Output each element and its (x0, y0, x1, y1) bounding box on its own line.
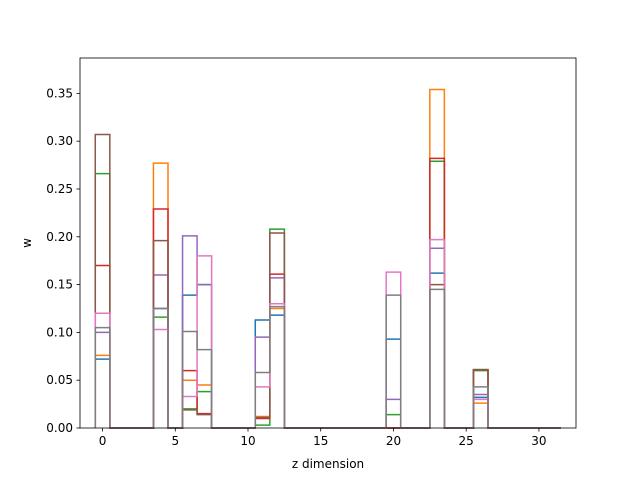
y-tick-label: 0.30 (46, 134, 73, 148)
x-tick-label: 10 (240, 434, 255, 448)
x-tick-label: 25 (459, 434, 474, 448)
y-tick-label: 0.20 (46, 230, 73, 244)
x-axis-label: z dimension (292, 457, 364, 471)
y-tick-label: 0.05 (46, 373, 73, 387)
x-tick-label: 5 (171, 434, 179, 448)
y-tick-label: 0.15 (46, 278, 73, 292)
y-tick-label: 0.00 (46, 421, 73, 435)
plot-frame (79, 57, 577, 429)
x-tick-label: 15 (313, 434, 328, 448)
x-tick-label: 0 (99, 434, 107, 448)
y-tick-label: 0.35 (46, 86, 73, 100)
x-axis: 0 5 10 15 20 25 30 (99, 428, 547, 448)
x-tick-label: 30 (531, 434, 546, 448)
y-tick-label: 0.25 (46, 182, 73, 196)
x-tick-label: 20 (386, 434, 401, 448)
y-axis: 0.00 0.05 0.10 0.15 0.20 0.25 0.30 0.35 (46, 86, 80, 435)
y-axis-label: w (20, 238, 34, 248)
y-tick-label: 0.10 (46, 325, 73, 339)
plot-background (80, 58, 576, 428)
